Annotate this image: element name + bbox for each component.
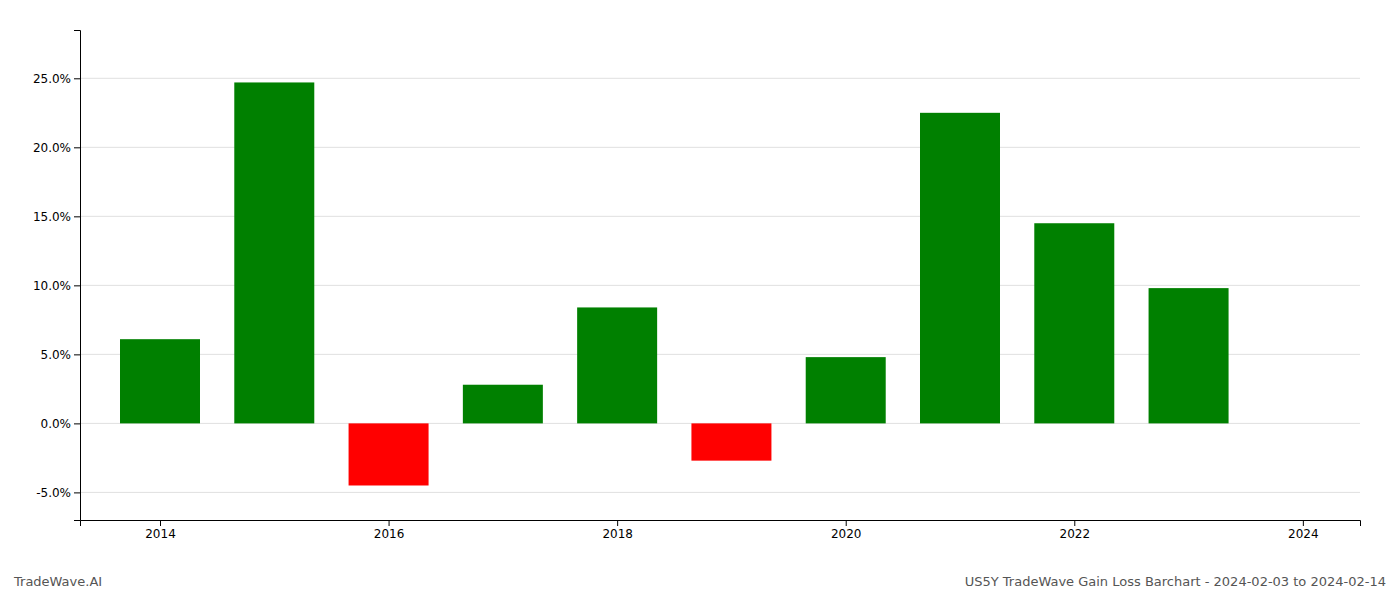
y-tick: 0.0% bbox=[41, 417, 81, 431]
bar bbox=[1034, 223, 1114, 423]
x-tick-mark bbox=[1074, 520, 1075, 526]
bar bbox=[234, 82, 314, 423]
x-tick: 2014 bbox=[145, 520, 176, 541]
bar bbox=[577, 307, 657, 423]
y-tick-label: 15.0% bbox=[33, 210, 71, 224]
bar bbox=[463, 385, 543, 424]
x-tick: 2016 bbox=[374, 520, 405, 541]
y-tick: -5.0% bbox=[36, 486, 80, 500]
y-tick: 20.0% bbox=[33, 141, 80, 155]
x-tick-mark bbox=[389, 520, 390, 526]
y-tick: 15.0% bbox=[33, 210, 80, 224]
y-tick-mark bbox=[74, 147, 80, 148]
y-tick: 5.0% bbox=[41, 348, 81, 362]
y-tick-mark bbox=[74, 216, 80, 217]
y-tick-label: 10.0% bbox=[33, 279, 71, 293]
bar bbox=[691, 423, 771, 460]
x-tick-mark bbox=[846, 520, 847, 526]
footer-text: TradeWave.AI bbox=[13, 574, 102, 589]
footer-text: US5Y TradeWave Gain Loss Barchart - 2024… bbox=[965, 574, 1386, 589]
x-axis: 2014 2016 2018 2020 2022 2024 bbox=[81, 520, 1361, 541]
x-tick-label: 2022 bbox=[1060, 527, 1091, 541]
y-tick-label: 20.0% bbox=[33, 141, 71, 155]
y-tick-label: -5.0% bbox=[36, 486, 71, 500]
y-tick-mark bbox=[74, 285, 80, 286]
y-tick-mark bbox=[74, 78, 80, 79]
bar bbox=[349, 423, 429, 485]
plot-area: -5.0%0.0%5.0%10.0%15.0%20.0%25.0%2014201… bbox=[33, 31, 1361, 541]
y-tick-mark bbox=[74, 492, 80, 493]
y-tick: 25.0% bbox=[33, 72, 80, 86]
x-tick-label: 2020 bbox=[831, 527, 862, 541]
y-axis: -5.0% 0.0% 5.0% 10.0% 15.0% 20.0% 25.0% bbox=[33, 31, 81, 521]
x-tick: 2018 bbox=[602, 520, 633, 541]
grid-line bbox=[80, 78, 1360, 79]
chart: -5.0%0.0%5.0%10.0%15.0%20.0%25.0%2014201… bbox=[0, 0, 1400, 600]
y-tick-label: 25.0% bbox=[33, 72, 71, 86]
bars bbox=[120, 82, 1229, 485]
x-tick-mark bbox=[1303, 520, 1304, 526]
x-tick: 2020 bbox=[831, 520, 862, 541]
y-tick-mark bbox=[74, 354, 80, 355]
grid bbox=[80, 78, 1360, 492]
x-tick-label: 2024 bbox=[1288, 527, 1319, 541]
y-tick-label: 0.0% bbox=[41, 417, 72, 431]
y-axis-line bbox=[74, 31, 81, 521]
x-tick: 2024 bbox=[1288, 520, 1319, 541]
y-tick-label: 5.0% bbox=[41, 348, 72, 362]
grid-line bbox=[80, 492, 1360, 493]
y-tick-mark bbox=[74, 423, 80, 424]
bar bbox=[920, 113, 1000, 424]
y-tick: 10.0% bbox=[33, 279, 80, 293]
bar bbox=[1149, 288, 1229, 423]
x-tick-label: 2014 bbox=[145, 527, 176, 541]
x-tick-mark bbox=[160, 520, 161, 526]
x-tick-label: 2018 bbox=[602, 527, 633, 541]
bar bbox=[806, 357, 886, 423]
x-axis-line bbox=[81, 521, 1361, 527]
x-tick: 2022 bbox=[1060, 520, 1091, 541]
x-tick-mark bbox=[617, 520, 618, 526]
bar bbox=[120, 339, 200, 423]
x-tick-label: 2016 bbox=[374, 527, 405, 541]
